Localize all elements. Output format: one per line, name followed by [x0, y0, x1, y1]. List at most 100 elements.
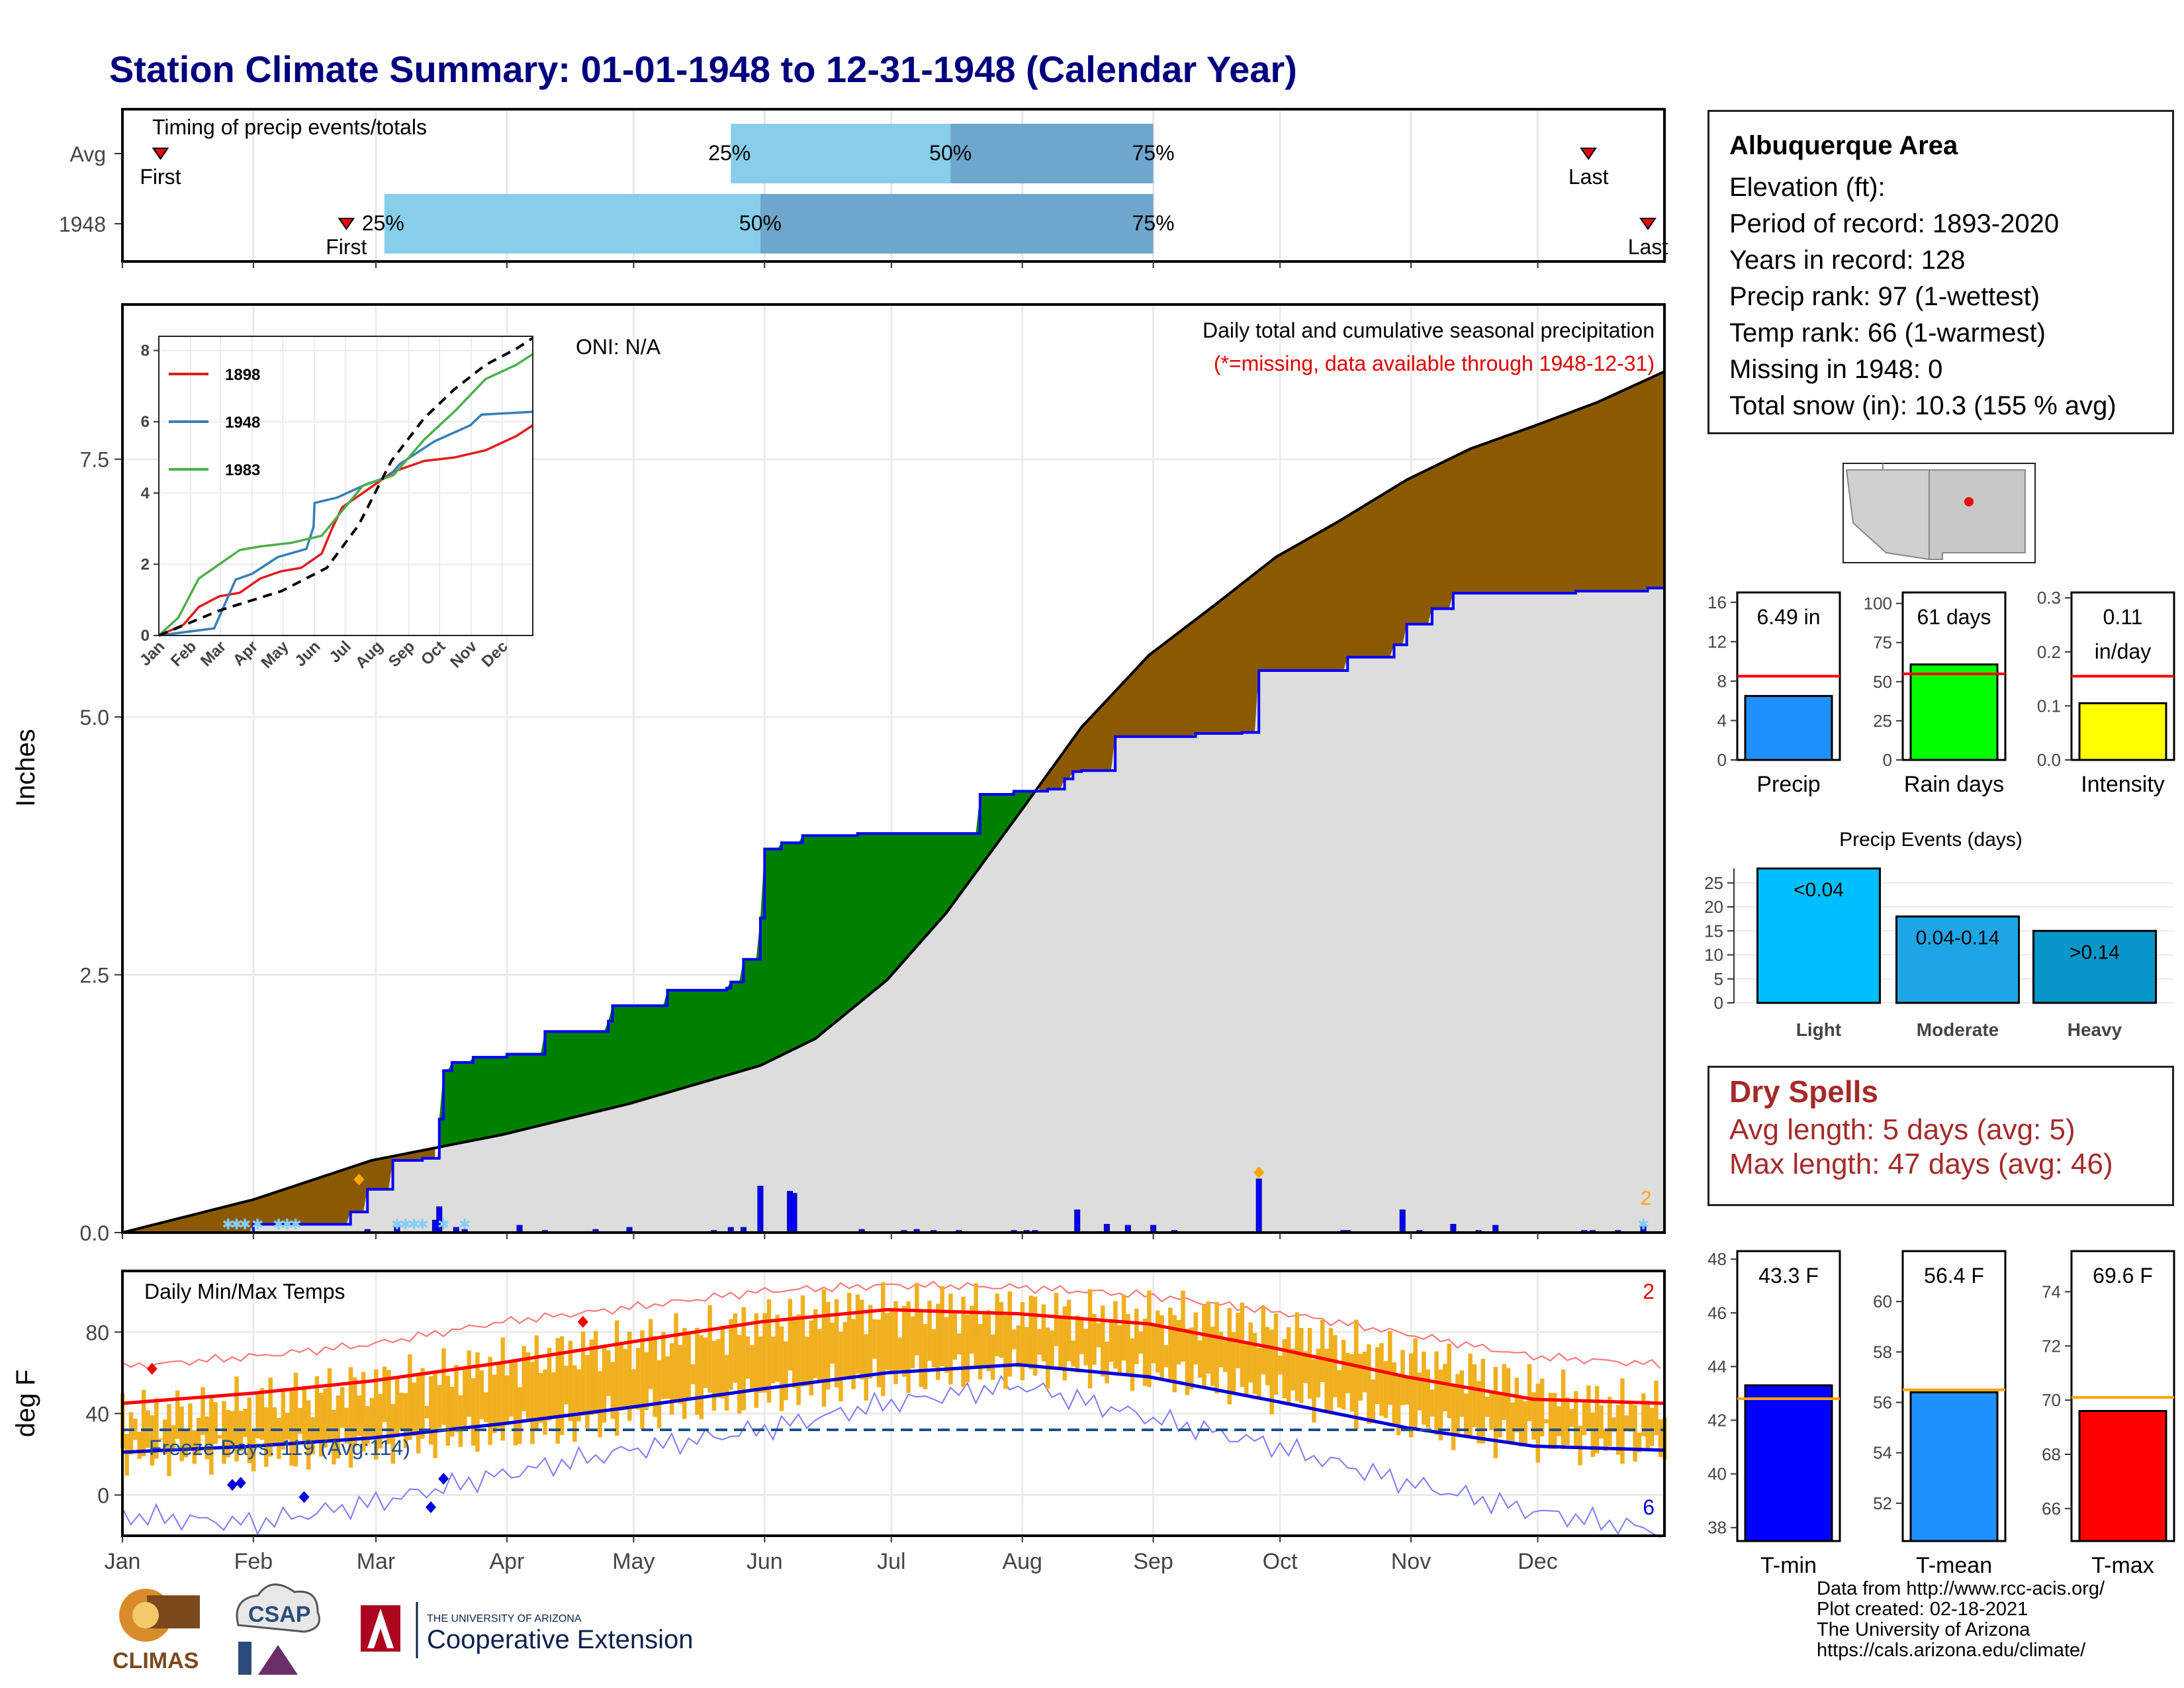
- temp-summary-2-y-tick-label: 74: [2042, 1282, 2061, 1301]
- daily-temp-range-bar: [593, 1331, 598, 1415]
- daily-temp-range-bar: [1463, 1393, 1469, 1435]
- month-tick-label: May: [612, 1549, 655, 1574]
- daily-temp-range-bar: [1518, 1399, 1524, 1447]
- daily-temp-range-bar: [813, 1309, 818, 1378]
- timing-first-label: First: [140, 165, 181, 189]
- daily-temp-range-bar: [1079, 1317, 1084, 1354]
- daily-temp-range-bar: [1028, 1295, 1033, 1370]
- daily-temp-range-bar: [754, 1313, 759, 1408]
- credit-url: https://cals.arizona.edu/climate/: [1817, 1640, 2086, 1661]
- record-low-marker: [226, 1479, 238, 1491]
- daily-temp-range-bar: [1105, 1341, 1109, 1383]
- state-map: [1843, 463, 2036, 563]
- daily-temp-range-bar: [1658, 1419, 1663, 1458]
- daily-temp-range-bar: [982, 1311, 987, 1366]
- inset-line-normal: [158, 337, 534, 637]
- timing-p25-label: 25%: [708, 141, 751, 165]
- daily-temp-range-bar: [817, 1329, 822, 1382]
- precip-summary-1-y-tick-label: 50: [1873, 672, 1892, 692]
- daily-temp-range-bar: [978, 1324, 983, 1380]
- precip-summary-1-value-bar: [1909, 663, 1999, 761]
- daily-temp-range-bar: [496, 1363, 501, 1429]
- daily-temp-range-bar: [1349, 1354, 1355, 1412]
- daily-temp-range-bar: [1252, 1333, 1257, 1394]
- precip-events-bar-label: 0.04-0.14: [1916, 927, 2000, 949]
- daily-temp-range-bar: [1633, 1405, 1637, 1462]
- ua-logo: THE UNIVERSITY OF ARIZONA Cooperative Ex…: [361, 1602, 693, 1658]
- daily-temp-range-bar: [1527, 1364, 1532, 1421]
- precip-normal-area: [122, 585, 1664, 1233]
- daily-temp-range-bar: [1561, 1369, 1566, 1450]
- daily-temp-range-bar: [1320, 1320, 1325, 1383]
- daily-temp-range-bar: [940, 1286, 944, 1367]
- daily-temp-range-bar: [281, 1388, 286, 1450]
- daily-temp-range-bar: [1282, 1339, 1287, 1399]
- daily-temp-range-bar: [559, 1336, 565, 1435]
- daily-temp-range-bar: [289, 1388, 294, 1466]
- timing-bar-25-50: [384, 194, 760, 254]
- daily-temp-range-bar: [1447, 1343, 1451, 1419]
- daily-temp-range-bar: [686, 1333, 691, 1399]
- daily-temp-range-bar: [1155, 1310, 1160, 1373]
- daily-temp-range-bar: [1257, 1348, 1261, 1398]
- daily-temp-range-bar: [792, 1316, 797, 1388]
- daily-temp-range-bar: [1273, 1313, 1279, 1395]
- daily-temp-range-bar: [1459, 1370, 1465, 1417]
- daily-temp-range-bar: [534, 1335, 539, 1429]
- daily-temp-range-bar: [403, 1393, 408, 1448]
- precip-events-title: Precip Events (days): [1839, 829, 2023, 851]
- daily-temp-range-bar: [1295, 1312, 1300, 1401]
- daily-temp-range-bar: [1007, 1291, 1013, 1377]
- daily-temp-range-bar: [1244, 1342, 1249, 1396]
- daily-temp-range-bar: [568, 1340, 573, 1421]
- precip-summary-0-y-tick-label: 8: [1717, 671, 1727, 691]
- daily-temp-range-bar: [1316, 1348, 1321, 1397]
- record-low-marker: [298, 1491, 310, 1503]
- daily-temp-range-bar: [821, 1289, 827, 1407]
- daily-temp-range-bar: [644, 1352, 649, 1410]
- csap-text: CSAP: [248, 1602, 310, 1627]
- daily-temp-range-bar: [690, 1364, 696, 1385]
- daily-temp-range-bar: [1092, 1313, 1097, 1365]
- daily-temp-range-bar: [183, 1430, 189, 1458]
- temp-summary-0-y-tick-label: 46: [1707, 1303, 1727, 1323]
- daily-temp-range-bar: [488, 1356, 492, 1445]
- timing-row-label: 1948: [59, 212, 106, 236]
- daily-temp-range-bar: [1603, 1429, 1608, 1451]
- credit-org: The University of Arizona: [1817, 1619, 2030, 1640]
- month-tick-label: Feb: [234, 1549, 273, 1574]
- daily-temp-range-bar: [1291, 1348, 1295, 1391]
- daily-temp-range-bar: [1417, 1372, 1422, 1411]
- daily-temp-range-bar: [1578, 1425, 1582, 1466]
- daily-temp-range-bar: [952, 1312, 958, 1360]
- new-mexico-shape: [1929, 469, 2026, 560]
- daily-temp-range-bar: [564, 1366, 569, 1405]
- daily-temp-range-bar: [745, 1336, 751, 1379]
- timing-last-marker: [1580, 148, 1597, 160]
- dry-spells-max: Max length: 47 days (avg: 46): [1729, 1148, 2113, 1180]
- daily-temp-range-bar: [1586, 1385, 1591, 1429]
- snow-mark: ✱: [408, 1216, 420, 1233]
- daily-temp-range-bar: [876, 1319, 882, 1387]
- daily-temp-range-bar: [771, 1336, 776, 1383]
- daily-temp-range-bar: [648, 1319, 653, 1389]
- daily-temp-range-bar: [538, 1373, 543, 1423]
- daily-temp-range-bar: [1455, 1374, 1460, 1437]
- station-period: Period of record: 1893-2020: [1729, 209, 2060, 238]
- record-high-marker: [146, 1362, 158, 1375]
- daily-temp-range-bar: [1071, 1340, 1075, 1367]
- daily-temp-range-bar: [580, 1331, 586, 1416]
- daily-temp-range-bar: [737, 1335, 742, 1414]
- month-tick-label: Mar: [357, 1549, 396, 1574]
- daily-temp-range-bar: [1299, 1328, 1304, 1403]
- temp-summary-1-y-tick-label: 54: [1873, 1443, 1892, 1463]
- daily-temp-range-bar: [1333, 1335, 1338, 1397]
- daily-temp-range-bar: [1484, 1396, 1490, 1417]
- temp-summary-0-value-bar: [1744, 1384, 1833, 1542]
- snow-mark: ✱: [416, 1216, 428, 1233]
- precip-summary-2-label: Intensity: [2081, 772, 2165, 797]
- daily-temp-range-bar: [555, 1338, 561, 1444]
- precip-extreme-count: 2: [1641, 1188, 1652, 1209]
- timing-p75-label: 75%: [1132, 141, 1175, 165]
- daily-temp-range-bar: [479, 1370, 484, 1419]
